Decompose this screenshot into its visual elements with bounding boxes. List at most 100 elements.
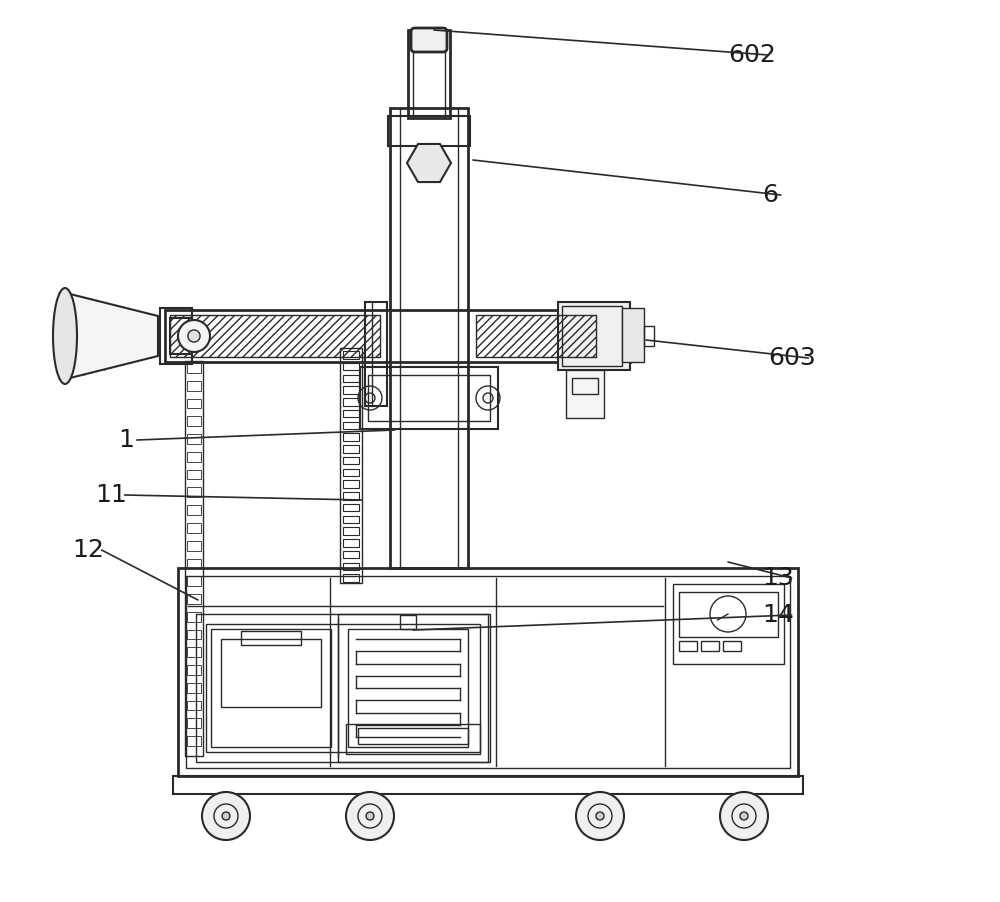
Bar — [187, 417, 201, 426]
Bar — [178, 568, 798, 776]
Bar — [187, 736, 201, 746]
Circle shape — [178, 320, 210, 352]
Bar — [723, 641, 741, 651]
Text: 602: 602 — [728, 43, 776, 67]
Bar — [558, 302, 630, 370]
Bar — [343, 468, 359, 476]
Circle shape — [720, 792, 768, 840]
Bar — [343, 503, 359, 511]
Bar — [343, 480, 359, 488]
Bar — [343, 386, 359, 394]
Bar — [365, 302, 387, 406]
Circle shape — [222, 812, 230, 820]
Text: 11: 11 — [95, 483, 127, 507]
Bar — [165, 310, 630, 362]
Bar — [644, 326, 654, 346]
Bar — [348, 629, 468, 747]
Bar — [187, 594, 201, 603]
Bar — [368, 375, 490, 421]
Bar — [340, 348, 362, 583]
Bar — [186, 576, 790, 768]
Bar — [622, 308, 644, 362]
Bar — [343, 551, 359, 558]
Bar — [170, 318, 192, 354]
Bar — [187, 452, 201, 462]
Bar — [187, 665, 201, 675]
Bar — [572, 378, 598, 394]
Bar — [343, 433, 359, 441]
Bar — [160, 308, 192, 364]
Bar — [187, 487, 201, 497]
Bar — [562, 306, 622, 366]
Circle shape — [202, 792, 250, 840]
Bar — [343, 528, 359, 535]
Text: 14: 14 — [762, 603, 794, 627]
Bar — [187, 434, 201, 444]
Bar — [206, 624, 480, 752]
Bar — [360, 367, 498, 429]
Bar — [343, 398, 359, 406]
Polygon shape — [70, 294, 158, 378]
Bar — [679, 592, 778, 637]
Bar — [343, 351, 359, 359]
Circle shape — [740, 812, 748, 820]
FancyBboxPatch shape — [411, 28, 447, 52]
Bar — [187, 630, 201, 640]
Bar — [343, 575, 359, 582]
Bar — [221, 639, 321, 707]
Bar — [673, 584, 784, 664]
Bar — [343, 410, 359, 418]
Bar — [343, 421, 359, 429]
Bar — [241, 631, 301, 645]
Bar — [187, 612, 201, 621]
Bar — [566, 370, 604, 418]
Text: 603: 603 — [768, 346, 816, 370]
Bar — [343, 456, 359, 465]
Circle shape — [366, 812, 374, 820]
Bar — [187, 648, 201, 658]
Bar — [343, 516, 359, 523]
Bar — [187, 523, 201, 533]
Bar — [170, 315, 380, 357]
Circle shape — [346, 792, 394, 840]
Bar — [388, 116, 470, 146]
Bar — [187, 470, 201, 479]
Bar — [343, 445, 359, 453]
Bar — [343, 363, 359, 371]
Bar — [679, 641, 697, 651]
Bar — [187, 719, 201, 728]
Bar — [346, 724, 480, 754]
Bar — [187, 363, 201, 373]
Bar — [187, 701, 201, 711]
Bar — [187, 505, 201, 515]
Bar — [476, 315, 596, 357]
Bar — [343, 492, 359, 500]
Bar — [187, 399, 201, 409]
Text: 1: 1 — [118, 428, 134, 452]
Bar — [187, 381, 201, 391]
Circle shape — [596, 812, 604, 820]
Bar — [358, 728, 468, 744]
Bar — [343, 539, 359, 547]
Bar — [343, 374, 359, 382]
Bar — [701, 641, 719, 651]
Bar — [417, 32, 441, 50]
Text: 13: 13 — [762, 566, 794, 590]
Bar — [408, 30, 450, 118]
Circle shape — [188, 330, 200, 342]
Bar — [187, 683, 201, 693]
Bar — [196, 614, 490, 762]
Bar — [338, 614, 488, 762]
Text: 6: 6 — [762, 183, 778, 207]
Bar — [173, 776, 803, 794]
Bar — [400, 615, 416, 629]
Circle shape — [576, 792, 624, 840]
Bar — [187, 576, 201, 586]
Bar — [390, 108, 468, 568]
Bar — [185, 361, 203, 756]
Bar — [187, 540, 201, 550]
Bar — [211, 629, 331, 747]
Ellipse shape — [53, 288, 77, 384]
Bar — [187, 558, 201, 568]
Bar — [343, 563, 359, 570]
